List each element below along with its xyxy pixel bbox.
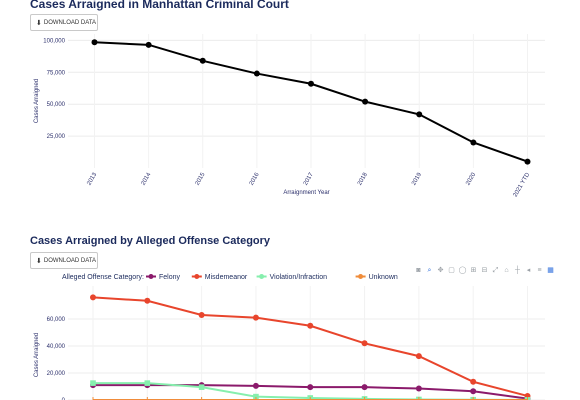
x-tick-label: 2019 — [411, 171, 423, 186]
legend-swatch-marker — [194, 274, 200, 279]
y-tick-label: 75,000 — [47, 70, 66, 76]
data-point — [252, 314, 259, 321]
data-point — [470, 378, 477, 385]
x-tick-label: 2014 — [140, 171, 152, 186]
download-label-2: DOWNLOAD DATA — [43, 257, 96, 264]
x-tick-label: 2017 — [303, 171, 315, 186]
download-data-button-1[interactable]: ⬇ DOWNLOAD DATA — [30, 14, 98, 31]
x-tick-label: 2021 YTD — [513, 171, 532, 198]
data-point — [361, 340, 368, 347]
data-point — [361, 384, 368, 391]
data-point — [415, 385, 422, 392]
data-point — [90, 380, 96, 386]
data-point — [416, 111, 423, 118]
y-tick-label: 50,000 — [47, 102, 66, 108]
y-tick-label: 40,000 — [47, 344, 66, 350]
y-tick-label: 100,000 — [43, 38, 65, 44]
data-point — [470, 139, 477, 146]
x-tick-label: 2020 — [465, 171, 477, 186]
y-axis-title: Cases Arraigned — [34, 333, 40, 377]
legend-title: Alleged Offense Category: — [62, 274, 144, 281]
data-point — [308, 80, 314, 87]
zoom-out-icon[interactable]: ⊟ — [481, 267, 488, 274]
legend-label: Unknown — [369, 274, 398, 281]
x-tick-label: 2015 — [195, 171, 207, 186]
spike-lines-icon[interactable]: ┼ — [515, 267, 520, 274]
legend-label: Misdemeanor — [205, 274, 248, 281]
y-tick-label: 0 — [62, 398, 66, 400]
data-point — [144, 297, 151, 304]
legend-swatch-marker — [148, 274, 154, 279]
zoom-in-icon[interactable]: ⊞ — [470, 267, 477, 274]
y-tick-label: 20,000 — [47, 371, 66, 377]
data-point — [90, 294, 96, 301]
download-icon: ⬇ — [36, 19, 42, 27]
data-point — [198, 311, 205, 318]
reset-axes-icon[interactable]: ⌂ — [504, 267, 509, 274]
lasso-icon[interactable]: ◯ — [458, 267, 467, 274]
data-point — [470, 388, 477, 395]
zoom-icon[interactable]: ⌕ — [427, 267, 432, 274]
x-axis-title: Arraignment Year — [283, 190, 329, 196]
chart1-title: Cases Arraigned in Manhattan Criminal Co… — [30, 0, 289, 11]
plotly-logo-icon[interactable]: ▦ — [547, 267, 554, 274]
data-point — [253, 393, 259, 400]
download-data-button-2[interactable]: ⬇ DOWNLOAD DATA — [30, 252, 98, 269]
y-axis-title: Cases Arraigned — [34, 79, 40, 123]
camera-icon[interactable]: ◙ — [416, 267, 421, 274]
x-tick-label: 2018 — [357, 171, 369, 186]
data-point — [199, 57, 206, 64]
y-tick-label: 25,000 — [47, 134, 66, 140]
x-tick-label: 2013 — [86, 171, 98, 186]
hover-closest-icon[interactable]: ◂ — [526, 267, 531, 274]
data-point — [144, 380, 151, 386]
x-tick-label: 2016 — [249, 171, 261, 186]
chart2-title: Cases Arraigned by Alleged Offense Categ… — [30, 235, 271, 247]
hover-compare-icon[interactable]: ≡ — [537, 267, 542, 274]
data-point — [91, 39, 98, 46]
data-point — [253, 70, 260, 77]
data-point — [524, 158, 531, 165]
data-point — [362, 98, 369, 105]
data-point — [307, 322, 314, 329]
download-icon: ⬇ — [36, 257, 42, 265]
data-point — [307, 384, 314, 391]
legend-label: Violation/Infraction — [270, 274, 328, 281]
legend-swatch-marker — [358, 274, 364, 279]
pan-icon[interactable]: ✥ — [437, 267, 444, 274]
box-select-icon[interactable]: ▢ — [448, 267, 455, 274]
plot-toolbar: ◙ ⌕ ✥ ▢ ◯ ⊞ ⊟ ⤢ ⌂ ┼ ◂ ≡ ▦ — [414, 266, 555, 278]
data-point — [198, 384, 205, 390]
data-point — [252, 382, 259, 389]
data-point — [415, 353, 422, 360]
data-point — [145, 41, 152, 48]
legend-swatch-marker — [259, 274, 265, 279]
autoscale-icon[interactable]: ⤢ — [492, 267, 499, 274]
legend-label: Felony — [159, 274, 181, 281]
download-label-1: DOWNLOAD DATA — [43, 19, 96, 26]
y-tick-label: 60,000 — [47, 317, 66, 323]
